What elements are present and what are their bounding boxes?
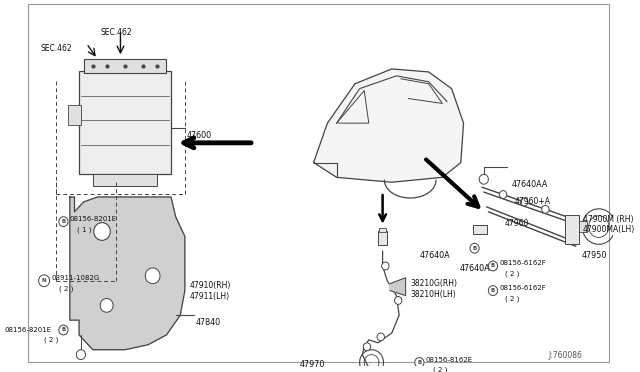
Text: 47640A: 47640A: [419, 251, 450, 260]
Bar: [379, 228, 387, 232]
Text: 47600: 47600: [187, 131, 212, 140]
Text: ( 2 ): ( 2 ): [59, 285, 73, 292]
Circle shape: [479, 174, 488, 184]
Circle shape: [520, 198, 528, 206]
Text: J:760086: J:760086: [548, 351, 582, 360]
Text: 47640AA: 47640AA: [511, 180, 548, 189]
Text: 08911-1082G: 08911-1082G: [51, 275, 100, 281]
Text: SEC.462: SEC.462: [100, 28, 132, 36]
Text: 08156-8201E: 08156-8201E: [70, 216, 117, 222]
Text: 38210H(LH): 38210H(LH): [410, 290, 456, 299]
Circle shape: [381, 262, 389, 270]
Text: 47960: 47960: [505, 219, 529, 228]
Circle shape: [94, 222, 110, 240]
Text: 47900M (RH): 47900M (RH): [583, 215, 634, 224]
Bar: [378, 231, 387, 245]
Text: ( 2 ): ( 2 ): [505, 295, 519, 302]
Polygon shape: [70, 197, 185, 350]
Text: 47960+A: 47960+A: [514, 197, 550, 206]
Text: B: B: [61, 327, 65, 333]
Text: 47840: 47840: [196, 318, 221, 327]
Text: 47900MA(LH): 47900MA(LH): [583, 225, 636, 234]
Bar: [68, 105, 81, 125]
Text: ( 2 ): ( 2 ): [505, 270, 519, 277]
Bar: [84, 59, 166, 73]
Bar: [579, 221, 587, 232]
Circle shape: [488, 286, 497, 295]
Circle shape: [394, 296, 402, 304]
Circle shape: [470, 243, 479, 253]
Text: N: N: [42, 278, 47, 283]
Circle shape: [415, 357, 424, 368]
Circle shape: [364, 343, 371, 351]
Circle shape: [145, 268, 160, 284]
Text: B: B: [491, 288, 495, 293]
Text: 08156-6162F: 08156-6162F: [499, 285, 546, 291]
Text: 47911(LH): 47911(LH): [189, 292, 230, 301]
Circle shape: [59, 217, 68, 227]
Text: 08156-6162F: 08156-6162F: [499, 260, 546, 266]
Text: 47950: 47950: [582, 251, 607, 260]
Circle shape: [499, 190, 507, 199]
Text: SEC.462: SEC.462: [40, 44, 72, 53]
Text: 08156-8201E: 08156-8201E: [4, 327, 51, 333]
Text: B: B: [417, 360, 422, 365]
Text: B: B: [491, 263, 495, 269]
Text: ( 2 ): ( 2 ): [433, 366, 447, 372]
Text: 08156-8162E: 08156-8162E: [426, 356, 473, 363]
Text: 47640A: 47640A: [460, 264, 490, 273]
Circle shape: [541, 205, 549, 213]
Text: B: B: [61, 219, 65, 224]
Circle shape: [76, 350, 86, 360]
Circle shape: [488, 261, 497, 271]
Circle shape: [377, 333, 385, 341]
Circle shape: [100, 298, 113, 312]
Text: ( 1 ): ( 1 ): [77, 226, 92, 233]
Text: ( 2 ): ( 2 ): [44, 337, 59, 343]
Circle shape: [59, 325, 68, 335]
Polygon shape: [390, 278, 406, 295]
Circle shape: [38, 275, 50, 287]
Text: B: B: [472, 246, 477, 251]
Bar: [564, 215, 579, 244]
Text: 47910(RH): 47910(RH): [189, 281, 231, 290]
Text: 47970: 47970: [300, 360, 325, 369]
Bar: [79, 71, 171, 174]
Bar: [93, 174, 157, 186]
Text: 38210G(RH): 38210G(RH): [410, 279, 457, 288]
Polygon shape: [314, 69, 463, 182]
Bar: [473, 225, 488, 234]
